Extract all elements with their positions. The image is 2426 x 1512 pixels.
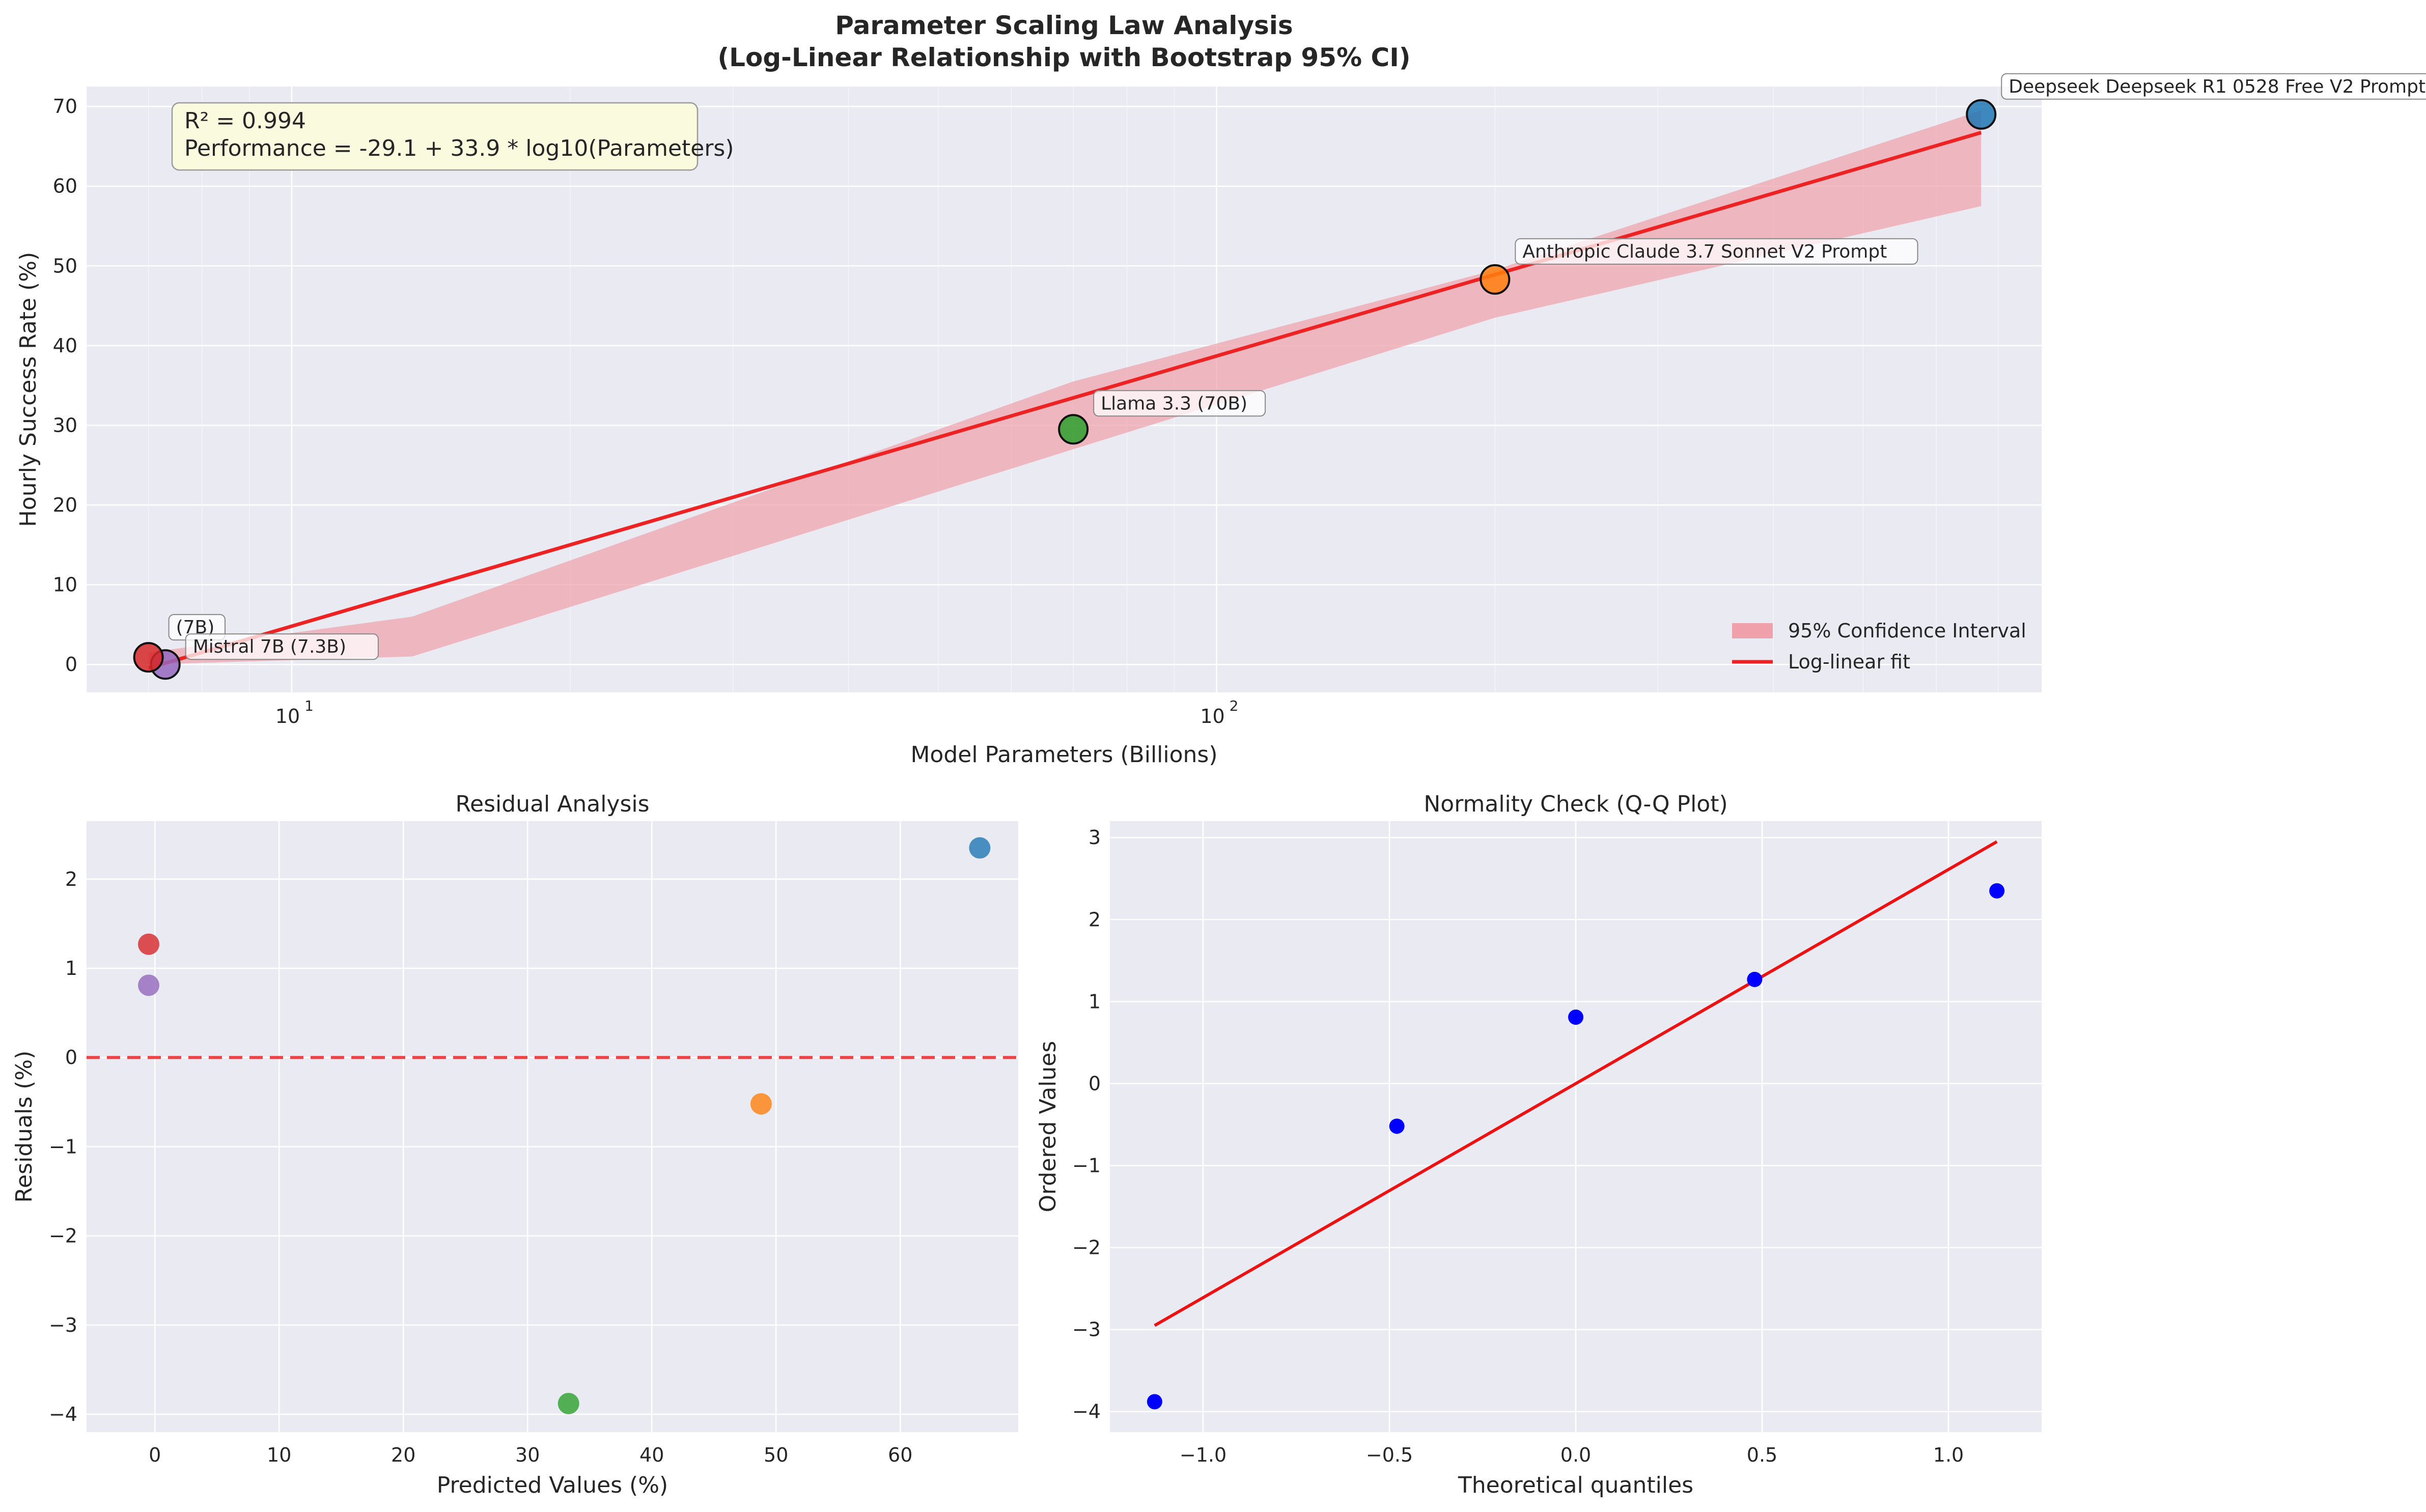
qq-y-tick-label: 2 <box>1089 908 1101 931</box>
scaling-x-axis-label: Model Parameters (Billions) <box>910 742 1217 768</box>
qq-y-tick-label: −2 <box>1072 1237 1101 1259</box>
scaling-y-tick-label: 50 <box>53 255 77 277</box>
qq-y-tick-label: 3 <box>1089 826 1101 849</box>
scaling-y-axis-label: Hourly Success Rate (%) <box>15 252 41 527</box>
residual-y-tick-label: 1 <box>65 957 77 979</box>
point-annotation: Deepseek Deepseek R1 0528 Free V2 Prompt <box>2001 73 2426 100</box>
scaling-y-tick-label: 60 <box>53 175 77 198</box>
scaling-y-tick-label: 0 <box>65 653 77 676</box>
qq-point <box>1747 971 1763 987</box>
point-annotation-label: Deepseek Deepseek R1 0528 Free V2 Prompt <box>2009 76 2425 97</box>
stats-box: R² = 0.994 Performance = -29.1 + 33.9 * … <box>171 102 734 171</box>
residual-point <box>969 837 991 859</box>
qq-x-tick-label: 1.0 <box>1933 1444 1964 1466</box>
scaling-point <box>1480 264 1511 295</box>
qq-y-tick-label: 0 <box>1089 1072 1101 1095</box>
qq-y-tick-label: 1 <box>1089 990 1101 1013</box>
qq-y-tick-label: −1 <box>1072 1155 1101 1177</box>
qq-y-tick-label: −4 <box>1072 1401 1101 1423</box>
point-annotation-box <box>2001 73 2426 100</box>
residual-y-tick-label: 0 <box>65 1046 77 1069</box>
point-annotation-box <box>1515 238 1918 265</box>
residual-point <box>750 1093 772 1115</box>
residual-plot-title: Residual Analysis <box>455 791 649 817</box>
residual-point <box>138 974 159 996</box>
residual-x-axis-label: Predicted Values (%) <box>437 1472 668 1498</box>
scaling-point <box>1058 414 1089 445</box>
point-annotation-label: Mistral 7B (7.3B) <box>193 636 346 657</box>
qq-plot-title: Normality Check (Q-Q Plot) <box>1424 791 1727 817</box>
scaling-plot: (7B)Mistral 7B (7.3B)Llama 3.3 (70B)Anth… <box>15 73 2426 768</box>
residual-plot-area <box>87 821 1018 1432</box>
point-annotation-label: Llama 3.3 (70B) <box>1101 393 1247 414</box>
residual-point <box>138 933 159 955</box>
residual-x-tick-label: 0 <box>149 1444 161 1466</box>
qq-x-tick-label: 0.5 <box>1747 1444 1777 1466</box>
residual-y-tick-label: −4 <box>49 1403 77 1425</box>
stats-equation: Performance = -29.1 + 33.9 * log10(Param… <box>184 135 734 161</box>
stats-box-frame <box>171 102 699 171</box>
scaling-legend: 95% Confidence Interval Log-linear fit <box>1732 620 2026 673</box>
scaling-y-tick-label: 20 <box>53 494 77 516</box>
scaling-y-tick-label: 30 <box>53 414 77 436</box>
figure-subtitle: (Log-Linear Relationship with Bootstrap … <box>717 43 1410 72</box>
qq-plot: Normality Check (Q-Q Plot) −1.0 −0.5 0.0 0.… <box>1035 791 2042 1498</box>
qq-x-tick-label: −0.5 <box>1366 1444 1413 1466</box>
scaling-x-tick-exponent: 2 <box>1230 697 1239 714</box>
scaling-x-tick-exponent: 1 <box>304 697 314 714</box>
scaling-y-tick-label: 10 <box>53 574 77 596</box>
scaling-x-tick-label: 10 <box>275 705 300 727</box>
qq-x-axis-label: Theoretical quantiles <box>1458 1472 1693 1498</box>
residual-x-tick-label: 20 <box>391 1444 415 1466</box>
residual-x-tick-label: 10 <box>267 1444 291 1466</box>
residual-point <box>557 1392 579 1414</box>
stats-r-squared: R² = 0.994 <box>184 108 306 134</box>
legend-fit-label: Log-linear fit <box>1788 651 1910 673</box>
point-annotation-label: Anthropic Claude 3.7 Sonnet V2 Prompt <box>1522 241 1887 262</box>
legend-ci-label: 95% Confidence Interval <box>1788 620 2026 642</box>
scaling-point <box>133 642 164 673</box>
residual-x-tick-label: 30 <box>515 1444 540 1466</box>
residual-x-tick-label: 50 <box>764 1444 788 1466</box>
figure-title: Parameter Scaling Law Analysis <box>835 11 1293 40</box>
scaling-x-tick-label: 10 <box>1200 705 1224 727</box>
qq-point <box>1389 1118 1405 1134</box>
scaling-y-tick-label: 40 <box>53 334 77 357</box>
point-annotation: Anthropic Claude 3.7 Sonnet V2 Prompt <box>1515 238 1918 265</box>
point-annotation-box <box>1093 390 1266 417</box>
qq-x-tick-label: 0.0 <box>1560 1444 1591 1466</box>
qq-point <box>1568 1009 1583 1025</box>
residual-x-tick-label: 60 <box>888 1444 912 1466</box>
residual-y-tick-label: −1 <box>49 1135 77 1158</box>
residual-y-tick-label: −3 <box>49 1314 77 1336</box>
qq-y-tick-label: −3 <box>1072 1319 1101 1341</box>
residual-y-tick-label: 2 <box>65 868 77 890</box>
point-annotation-box <box>185 633 379 660</box>
residual-plot: Residual Analysis 0 10 20 30 40 50 60 −4−3−2−1… <box>11 791 1018 1498</box>
residual-x-tick-label: 40 <box>639 1444 664 1466</box>
scaling-point <box>1966 99 1997 130</box>
qq-x-tick-label: −1.0 <box>1180 1444 1226 1466</box>
scaling-y-tick-label: 70 <box>53 95 77 118</box>
qq-reference-line <box>1154 840 1998 1327</box>
qq-y-axis-label: Ordered Values <box>1035 1041 1061 1213</box>
fit-line <box>148 131 1982 670</box>
qq-point <box>1147 1394 1162 1410</box>
qq-point <box>1989 883 2005 899</box>
residual-y-tick-label: −2 <box>49 1225 77 1247</box>
residual-y-axis-label: Residuals (%) <box>11 1051 37 1203</box>
confidence-band <box>148 110 1982 665</box>
point-annotation: Mistral 7B (7.3B) <box>185 633 379 660</box>
point-annotation: Llama 3.3 (70B) <box>1093 390 1266 417</box>
legend-ci-swatch <box>1732 623 1773 638</box>
